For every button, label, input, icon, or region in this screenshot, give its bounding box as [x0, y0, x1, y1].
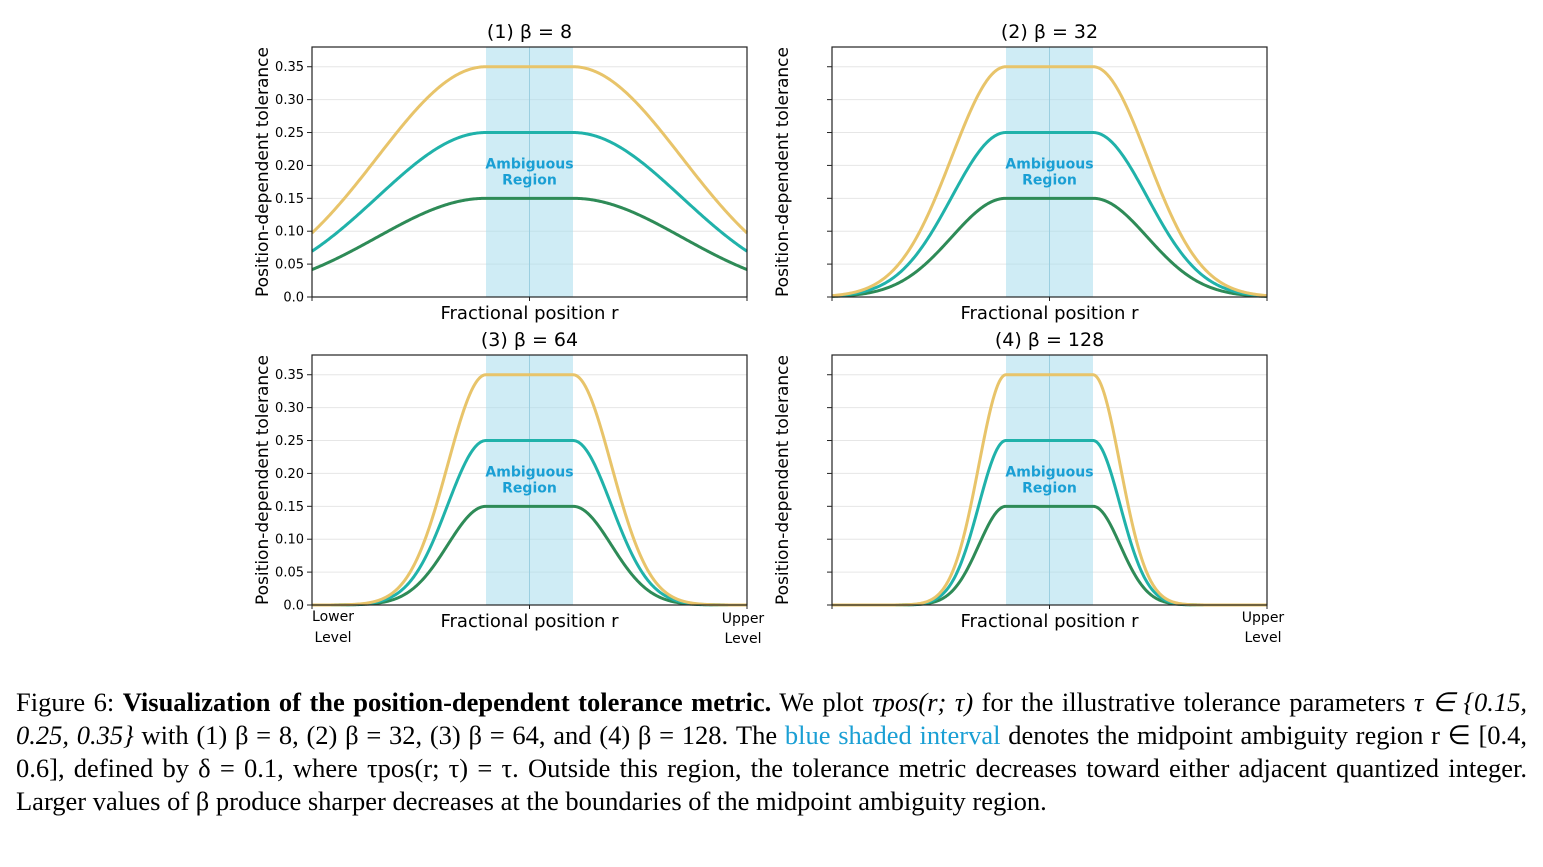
tolerance-curve-tau-0.25 — [311, 439, 748, 607]
tolerance-curve-tau-0.15 — [311, 196, 748, 271]
ambiguous-label-line1: Ambiguous — [1005, 157, 1093, 173]
tolerance-curve-tau-0.35 — [311, 373, 748, 607]
y-tick-label: 0.10 — [275, 225, 304, 240]
panel-title: (2) β = 32 — [1001, 21, 1098, 43]
panel-title: (4) β = 128 — [995, 329, 1104, 351]
tolerance-curve-tau-0.15 — [311, 504, 748, 607]
caption-text-2: for the illustrative tolerance parameter… — [981, 687, 1406, 717]
ambiguous-label-line2: Region — [1022, 481, 1077, 497]
ambiguous-label-line1: Ambiguous — [485, 157, 573, 173]
ambiguous-label-line1: Ambiguous — [1005, 465, 1093, 481]
ambiguous-label-line1: Ambiguous — [485, 465, 573, 481]
y-tick-label: 0.20 — [275, 159, 304, 174]
y-axis-label: Position-dependent tolerance — [253, 47, 273, 297]
tolerance-curve-tau-0.35 — [310, 65, 749, 235]
y-axis-label: Position-dependent tolerance — [773, 355, 793, 605]
upper-level-label-line1: Upper — [722, 611, 765, 627]
caption-text-1: We plot — [779, 687, 864, 717]
ambiguous-label-line2: Region — [1022, 173, 1077, 189]
x-axis-label: Fractional position r — [960, 303, 1139, 324]
y-axis-label: Position-dependent tolerance — [773, 47, 793, 297]
lower-level-label-line2: Level — [315, 630, 352, 646]
y-tick-label: 0.20 — [275, 467, 304, 482]
caption-tau-pos: τpos(r; τ) — [872, 687, 974, 717]
upper-level-label-line2: Level — [725, 631, 762, 647]
figure-6: 0.0 0.05 0.10 0.15 0.20 0.25 0.30 0.35 (1) β = 8… — [253, 21, 1285, 647]
y-axis-label: Position-dependent tolerance — [253, 355, 273, 605]
y-tick-label: 0.0 — [283, 291, 304, 306]
y-tick-label: 0.25 — [275, 126, 304, 141]
y-tick-label: 0.25 — [275, 434, 304, 449]
y-tick-label: 0.10 — [275, 533, 304, 548]
x-axis-label: Fractional position r — [440, 303, 619, 324]
caption-text-4: denotes the midpoint ambiguity region r … — [16, 720, 1528, 816]
panel-title: (1) β = 8 — [487, 21, 572, 43]
caption-highlight: blue shaded interval — [784, 720, 1001, 750]
lower-level-label-line1: Lower — [312, 609, 354, 625]
y-tick-label: 0.35 — [275, 60, 304, 75]
upper-level-label-line2: Level — [1245, 630, 1282, 646]
y-tick-label: 0.0 — [283, 599, 304, 614]
y-tick-label: 0.30 — [275, 401, 304, 416]
x-axis-label: Fractional position r — [960, 611, 1139, 632]
y-tick-label: 0.30 — [275, 93, 304, 108]
y-tick-label: 0.15 — [275, 500, 304, 515]
y-tick-label: 0.05 — [275, 566, 304, 581]
x-axis-label: Fractional position r — [440, 611, 619, 632]
tolerance-curve-tau-0.15 — [831, 196, 1268, 298]
y-tick-label: 0.35 — [275, 368, 304, 383]
caption-text-3: with (1) β = 8, (2) β = 32, (3) β = 64, … — [141, 720, 778, 750]
ambiguous-label-line2: Region — [502, 173, 557, 189]
tolerance-curve-tau-0.25 — [311, 131, 748, 253]
panel-title: (3) β = 64 — [481, 329, 578, 351]
caption-fig-label: Figure 6: — [16, 687, 115, 717]
caption-bold-title: Visualization of the position-dependent … — [122, 687, 772, 717]
y-tick-label: 0.05 — [275, 258, 304, 273]
figure-caption: Figure 6: Visualization of the position-… — [16, 686, 1527, 818]
tolerance-curve-tau-0.25 — [831, 131, 1268, 298]
y-tick-label: 0.15 — [275, 192, 304, 207]
ambiguous-label-line2: Region — [502, 481, 557, 497]
tolerance-curve-tau-0.35 — [831, 65, 1268, 298]
upper-level-label-line1: Upper — [1242, 610, 1285, 626]
caption-tau-set: τ ∈ {0.15, 0.25, 0.35} — [16, 687, 1528, 750]
